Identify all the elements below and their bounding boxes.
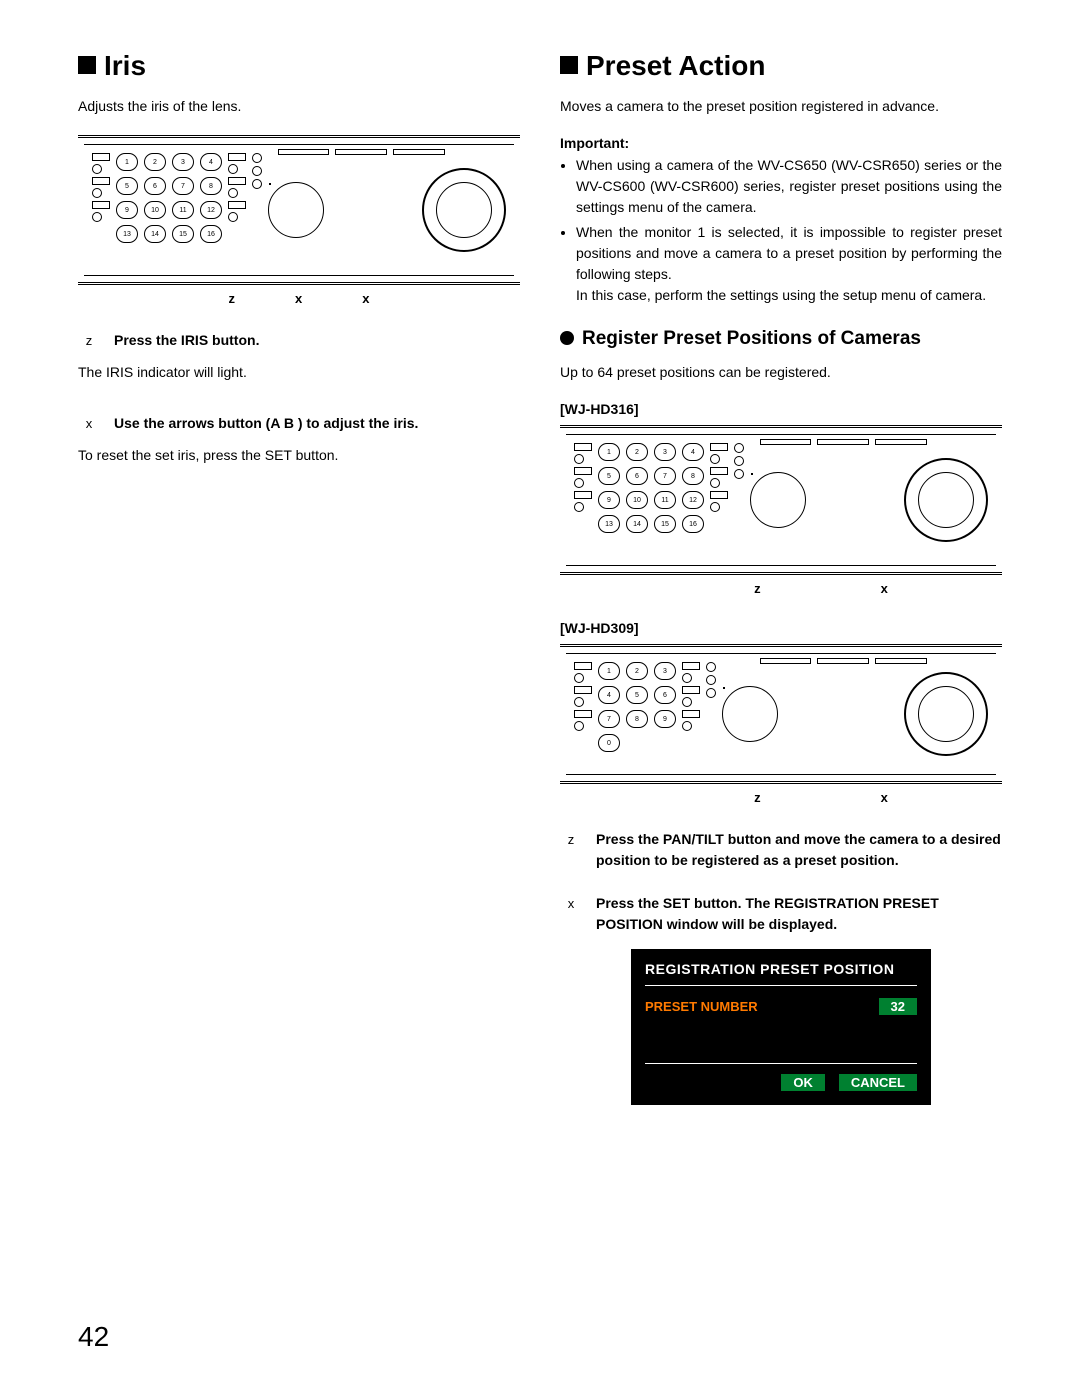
preset-number-value[interactable]: 32 [879, 998, 917, 1015]
step-marker: x [560, 893, 582, 915]
step-title: Press the IRIS button. [114, 330, 520, 351]
bullet-2-cont: In this case, perform the settings using… [576, 285, 1002, 306]
right-column: Preset Action Moves a camera to the pres… [560, 50, 1002, 1105]
register-subheading: Register Preset Positions of Cameras [560, 328, 1002, 350]
preset-title-text: Preset Action [586, 50, 765, 81]
hd316-callouts: z x [560, 581, 1002, 596]
preset-heading: Preset Action [560, 50, 1002, 82]
iris-step-1: z Press the IRIS button. [78, 330, 520, 352]
iris-step-2: x Use the arrows button (A B ) to adjust… [78, 413, 520, 435]
iris-step1-text: The IRIS indicator will light. [78, 362, 520, 383]
preset-number-label: PRESET NUMBER [645, 999, 758, 1014]
cancel-button[interactable]: CANCEL [839, 1074, 917, 1091]
bullet-2: When the monitor 1 is selected, it is im… [576, 222, 1002, 306]
step-marker: z [560, 829, 582, 851]
important-bullets: When using a camera of the WV-CS650 (WV-… [560, 155, 1002, 306]
register-subheading-text: Register Preset Positions of Cameras [582, 328, 921, 349]
callout-x: x [881, 790, 888, 805]
iris-intro: Adjusts the iris of the lens. [78, 96, 520, 117]
reg-row: PRESET NUMBER 32 [645, 998, 917, 1015]
model-hd316-label: [WJ-HD316] [560, 401, 1002, 417]
callout-x: x [881, 581, 888, 596]
device-diagram-hd309: 123 456 789 0 [560, 644, 1002, 784]
device-diagram-hd316: 1234 5678 9101112 13141516 [560, 425, 1002, 575]
step-marker: z [78, 330, 100, 352]
ok-button[interactable]: OK [781, 1074, 825, 1091]
important-label: Important: [560, 135, 1002, 151]
bullet-1: When using a camera of the WV-CS650 (WV-… [576, 155, 1002, 218]
step-title: Press the PAN/TILT button and move the c… [596, 829, 1002, 871]
callout-z: z [754, 581, 761, 596]
iris-heading: Iris [78, 50, 520, 82]
hd309-callouts: z x [560, 790, 1002, 805]
page-number: 42 [78, 1321, 109, 1353]
callout-x1: x [295, 291, 302, 306]
step-title: Use the arrows button (A B ) to adjust t… [114, 413, 520, 434]
step-marker: x [78, 413, 100, 435]
left-column: Iris Adjusts the iris of the lens. 1234 … [78, 50, 520, 1105]
preset-step-2: x Press the SET button. The REGISTRATION… [560, 893, 1002, 935]
reg-window-title: REGISTRATION PRESET POSITION [645, 961, 917, 986]
register-intro: Up to 64 preset positions can be registe… [560, 362, 1002, 383]
preset-intro: Moves a camera to the preset position re… [560, 96, 1002, 117]
preset-step-1: z Press the PAN/TILT button and move the… [560, 829, 1002, 871]
callout-z: z [754, 790, 761, 805]
reg-buttons: OK CANCEL [645, 1063, 917, 1091]
callout-z: z [229, 291, 236, 306]
device-diagram-iris: 1234 5678 9101112 13141516 [78, 135, 520, 285]
registration-window: REGISTRATION PRESET POSITION PRESET NUMB… [631, 949, 931, 1105]
iris-step2-text: To reset the set iris, press the SET but… [78, 445, 520, 466]
callout-x2: x [362, 291, 369, 306]
model-hd309-label: [WJ-HD309] [560, 620, 1002, 636]
iris-callouts: z x x [78, 291, 520, 306]
step-title: Press the SET button. The REGISTRATION P… [596, 893, 1002, 935]
iris-title-text: Iris [104, 50, 146, 81]
